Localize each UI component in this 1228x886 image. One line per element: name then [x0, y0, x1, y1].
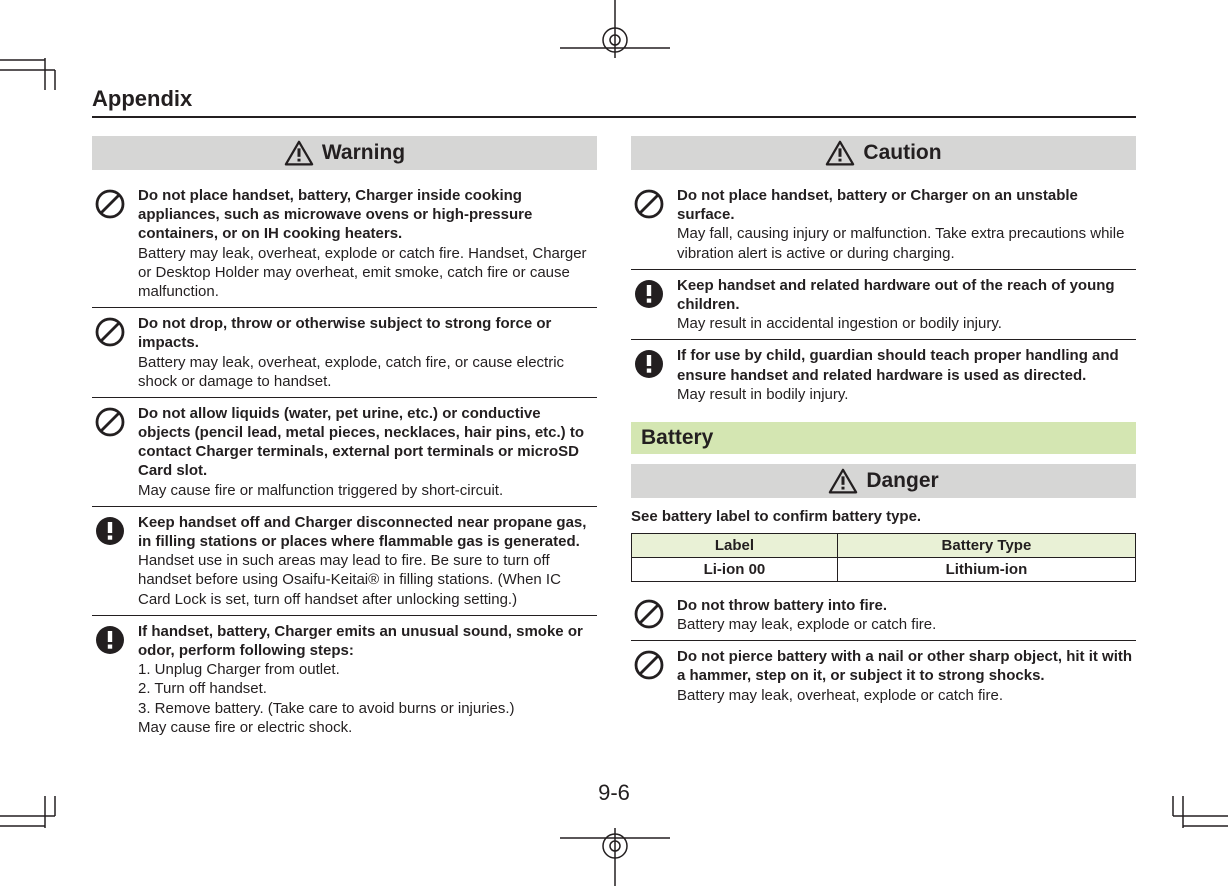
warning-item-desc: Battery may leak, overheat, explode, cat…	[138, 353, 597, 391]
mandatory-icon	[631, 346, 667, 404]
registration-bottom	[560, 826, 670, 886]
battery-danger-item: Do not pierce battery with a nail or oth…	[631, 640, 1136, 711]
warning-item-title: Keep handset off and Charger disconnecte…	[138, 514, 586, 550]
caution-label: Caution	[863, 141, 941, 165]
caution-item-desc: May result in bodily injury.	[677, 385, 1136, 404]
caution-item-body: Do not place handset, battery or Charger…	[677, 186, 1136, 263]
caution-item: If for use by child, guardian should tea…	[631, 339, 1136, 410]
caution-item-desc: May fall, causing injury or malfunction.…	[677, 224, 1136, 262]
warning-triangle-icon	[284, 139, 314, 167]
caution-item-title: If for use by child, guardian should tea…	[677, 347, 1119, 383]
page-number: 9-6	[92, 780, 1136, 806]
battery-danger-item-body: Do not pierce battery with a nail or oth…	[677, 647, 1136, 705]
prohibit-icon	[92, 404, 128, 500]
warning-item-body: Keep handset off and Charger disconnecte…	[138, 513, 597, 609]
battery-danger-items: Do not throw battery into fire.Battery m…	[631, 590, 1136, 711]
battery-danger-item-title: Do not pierce battery with a nail or oth…	[677, 648, 1132, 684]
battery-table-cell-type: Lithium-ion	[837, 557, 1135, 581]
caution-item-body: If for use by child, guardian should tea…	[677, 346, 1136, 404]
battery-danger-item-body: Do not throw battery into fire.Battery m…	[677, 596, 1136, 634]
caution-item: Do not place handset, battery or Charger…	[631, 180, 1136, 269]
battery-table-cell-label: Li-ion 00	[632, 557, 838, 581]
prohibit-icon	[631, 647, 667, 705]
caution-triangle-icon	[825, 139, 855, 167]
warning-item: Do not drop, throw or otherwise subject …	[92, 307, 597, 397]
warning-item-title: Do not allow liquids (water, pet urine, …	[138, 405, 584, 480]
prohibit-icon	[92, 186, 128, 301]
warning-item-title: If handset, battery, Charger emits an un…	[138, 623, 583, 659]
page-header-title: Appendix	[92, 86, 1136, 112]
registration-top	[560, 0, 670, 60]
warning-item: Keep handset off and Charger disconnecte…	[92, 506, 597, 615]
caution-item-desc: May result in accidental ingestion or bo…	[677, 314, 1136, 333]
caution-item-title: Keep handset and related hardware out of…	[677, 277, 1115, 313]
warning-label: Warning	[322, 141, 405, 165]
prohibit-icon	[631, 596, 667, 634]
danger-section-bar: Danger	[631, 464, 1136, 498]
warning-item-desc: May cause fire or malfunction triggered …	[138, 481, 597, 500]
warning-item-title: Do not drop, throw or otherwise subject …	[138, 315, 551, 351]
warning-item: If handset, battery, Charger emits an un…	[92, 615, 597, 743]
battery-danger-item-desc: Battery may leak, overheat, explode or c…	[677, 686, 1136, 705]
warning-item: Do not allow liquids (water, pet urine, …	[92, 397, 597, 506]
warning-item-body: Do not drop, throw or otherwise subject …	[138, 314, 597, 391]
caution-item: Keep handset and related hardware out of…	[631, 269, 1136, 340]
caution-items: Do not place handset, battery or Charger…	[631, 180, 1136, 410]
left-column: Warning Do not place handset, battery, C…	[92, 136, 597, 743]
battery-danger-item-desc: Battery may leak, explode or catch fire.	[677, 615, 1136, 634]
warning-item-desc: Battery may leak, overheat, explode or c…	[138, 244, 597, 302]
crop-mark-top-left	[0, 20, 70, 90]
warning-item-desc: Handset use in such areas may lead to fi…	[138, 551, 597, 609]
mandatory-icon	[631, 276, 667, 334]
battery-table-header-label: Label	[632, 533, 838, 557]
warning-section-bar: Warning	[92, 136, 597, 170]
warning-item-body: Do not place handset, battery, Charger i…	[138, 186, 597, 301]
warning-item-body: If handset, battery, Charger emits an un…	[138, 622, 597, 737]
battery-danger-item: Do not throw battery into fire.Battery m…	[631, 590, 1136, 640]
prohibit-icon	[92, 314, 128, 391]
battery-heading: Battery	[631, 422, 1136, 454]
warning-items: Do not place handset, battery, Charger i…	[92, 180, 597, 743]
battery-note: See battery label to confirm battery typ…	[631, 508, 1136, 525]
caution-section-bar: Caution	[631, 136, 1136, 170]
warning-item-body: Do not allow liquids (water, pet urine, …	[138, 404, 597, 500]
warning-item: Do not place handset, battery, Charger i…	[92, 180, 597, 307]
prohibit-icon	[631, 186, 667, 263]
caution-item-body: Keep handset and related hardware out of…	[677, 276, 1136, 334]
mandatory-icon	[92, 622, 128, 737]
danger-label: Danger	[866, 469, 938, 493]
crop-mark-bottom-right	[1158, 796, 1228, 866]
battery-table-header-type: Battery Type	[837, 533, 1135, 557]
right-column: Caution Do not place handset, battery or…	[631, 136, 1136, 743]
mandatory-icon	[92, 513, 128, 609]
danger-triangle-icon	[828, 467, 858, 495]
warning-item-title: Do not place handset, battery, Charger i…	[138, 187, 532, 242]
warning-item-desc: 1. Unplug Charger from outlet.2. Turn of…	[138, 660, 597, 737]
caution-item-title: Do not place handset, battery or Charger…	[677, 187, 1078, 223]
crop-mark-bottom-left	[0, 796, 70, 866]
header-rule	[92, 116, 1136, 118]
battery-danger-item-title: Do not throw battery into fire.	[677, 597, 887, 614]
battery-table: Label Battery Type Li-ion 00 Lithium-ion	[631, 533, 1136, 582]
